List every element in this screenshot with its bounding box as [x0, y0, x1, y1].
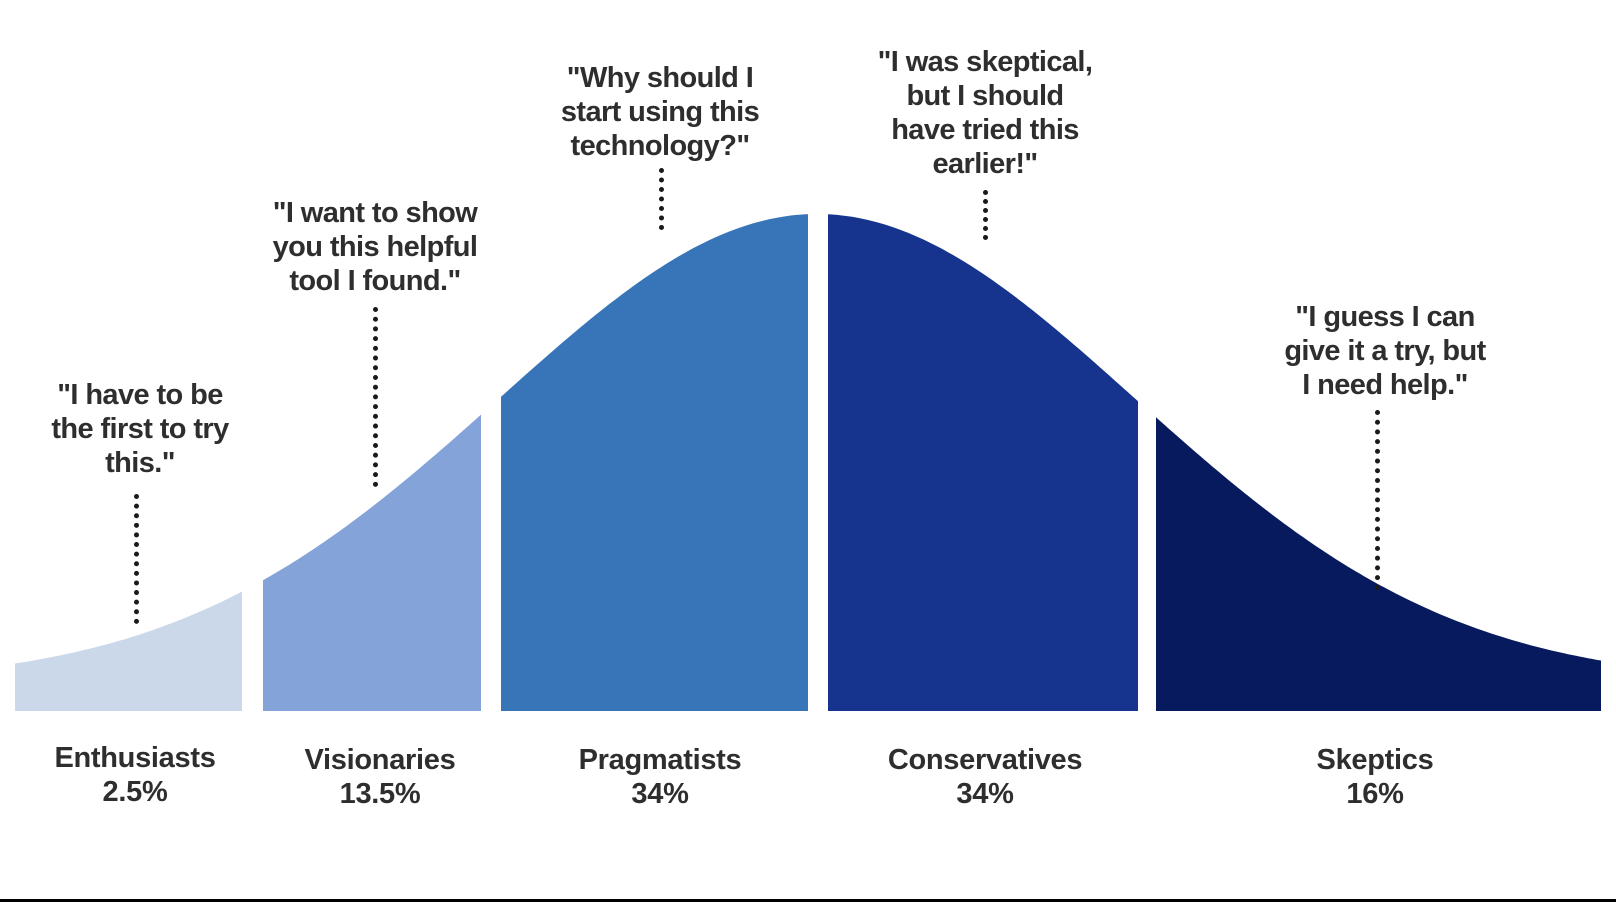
label-conservatives: Conservatives 34% [860, 743, 1110, 811]
label-enthusiasts: Enthusiasts 2.5% [40, 741, 230, 809]
segment-name: Enthusiasts [54, 742, 216, 774]
segment-percent: 34% [631, 778, 689, 810]
quote-conservatives: "I was skeptical, but I should have trie… [877, 46, 1093, 180]
quote-skeptics: "I guess I can give it a try, but I need… [1284, 301, 1486, 401]
segment-enthusiasts-area [15, 591, 242, 711]
label-visionaries: Visionaries 13.5% [280, 743, 480, 811]
segment-percent: 2.5% [102, 776, 168, 808]
quote-enthusiasts: "I have to be the first to try this." [51, 379, 229, 479]
connector-enthusiasts [134, 494, 139, 624]
segment-skeptics-area [1156, 417, 1601, 711]
connector-visionaries [373, 307, 378, 487]
connector-skeptics [1375, 410, 1380, 590]
segment-name: Visionaries [304, 744, 456, 776]
connector-conservatives [983, 190, 988, 240]
segment-name: Conservatives [887, 744, 1083, 776]
segment-name: Skeptics [1316, 744, 1434, 776]
connector-pragmatists [659, 168, 664, 230]
segment-pragmatists-area [501, 214, 808, 711]
segment-visionaries-area [263, 414, 481, 711]
segment-percent: 34% [956, 778, 1014, 810]
bottom-divider [0, 899, 1616, 902]
segment-conservatives-area [828, 214, 1138, 712]
segment-name: Pragmatists [578, 744, 742, 776]
segment-percent: 16% [1346, 778, 1404, 810]
label-pragmatists: Pragmatists 34% [555, 743, 765, 811]
label-skeptics: Skeptics 16% [1275, 743, 1475, 811]
quote-visionaries: "I want to show you this helpful tool I … [272, 197, 478, 297]
segment-percent: 13.5% [339, 778, 421, 810]
quote-pragmatists: "Why should I start using this technolog… [560, 62, 760, 162]
